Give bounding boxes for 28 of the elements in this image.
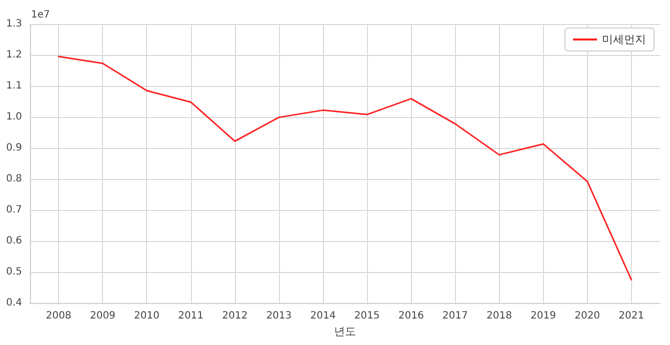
x-tick-label: 2017	[442, 310, 468, 322]
x-tick-label: 2011	[178, 310, 204, 322]
x-tick-label: 2014	[310, 310, 336, 322]
legend-label: 미세먼지	[602, 33, 646, 46]
x-tick-label: 2009	[90, 310, 116, 322]
line-series	[58, 56, 632, 280]
x-tick-label: 2019	[530, 310, 556, 322]
y-tick-label: 0.7	[6, 204, 22, 216]
x-tick-label: 2016	[398, 310, 424, 322]
x-tick-label: 2020	[574, 310, 600, 322]
text: 1e7	[31, 10, 50, 20]
x-tick-label: 2013	[266, 310, 292, 322]
y-tick-label: 1.3	[6, 18, 22, 30]
y-tick-label: 0.6	[6, 236, 22, 246]
x-tick-label: 2015	[354, 310, 380, 322]
y-tick-label: 0.4	[6, 298, 22, 308]
y-tick-label: 0.8	[6, 174, 22, 184]
y-tick-label: 1.2	[6, 50, 22, 60]
x-tick-label: 2018	[486, 310, 512, 322]
x-tick-label: 2010	[134, 310, 160, 322]
x-axis-title: 년도	[334, 324, 356, 338]
x-tick-label: 2021	[618, 310, 644, 322]
y-tick-label: 0.9	[6, 142, 22, 154]
y-tick-label: 0.5	[6, 266, 22, 278]
y-tick-label: 1.1	[6, 80, 22, 92]
x-tick-label: 2012	[222, 310, 248, 322]
x-tick-label: 2008	[46, 310, 72, 322]
y-tick-label: 1.0	[6, 112, 22, 122]
